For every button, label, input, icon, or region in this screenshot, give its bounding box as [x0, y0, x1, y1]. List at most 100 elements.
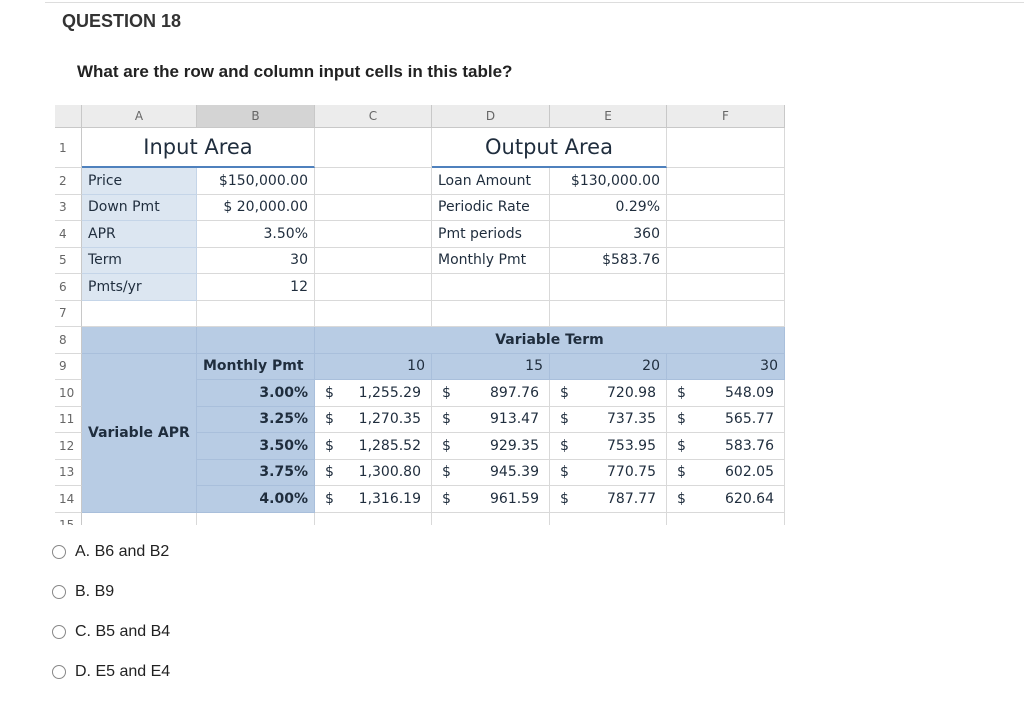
currency-symbol: $ — [560, 437, 569, 454]
cell — [315, 247, 432, 274]
currency-cell: $945.39 — [432, 459, 550, 486]
option-text[interactable]: A. B6 and B2 — [75, 543, 170, 560]
answer-option[interactable]: D. E5 and E4 — [52, 663, 170, 681]
currency-amount: 720.98 — [607, 384, 656, 401]
cell — [315, 194, 432, 221]
corner-header — [55, 105, 82, 128]
currency-cell: $620.64 — [667, 486, 785, 513]
currency-cell: $1,255.29 — [315, 380, 432, 407]
currency-symbol: $ — [325, 464, 334, 481]
currency-cell: $897.76 — [432, 380, 550, 407]
cell — [667, 221, 785, 248]
cell-text: Output Area — [432, 128, 667, 168]
currency-cell: $961.59 — [432, 486, 550, 513]
currency-cell: $787.77 — [550, 486, 667, 513]
currency-amount: 620.64 — [725, 490, 774, 507]
divider — [45, 2, 1024, 3]
currency-amount: 602.05 — [725, 464, 774, 481]
radio-button[interactable] — [52, 625, 66, 639]
cell-text: 3.00% — [197, 380, 315, 407]
column-header: E — [550, 105, 667, 128]
cell — [315, 300, 432, 327]
question-heading: QUESTION 18 — [62, 11, 182, 31]
column-header: A — [82, 105, 197, 128]
cell-text: Periodic Rate — [432, 194, 550, 221]
row-header: 1 — [55, 128, 82, 168]
currency-symbol: $ — [325, 384, 334, 401]
cell — [315, 168, 432, 195]
cell-text: 3.50% — [197, 221, 315, 248]
currency-cell: $1,316.19 — [315, 486, 432, 513]
currency-cell: $929.35 — [432, 433, 550, 460]
option-text[interactable]: C. B5 and B4 — [75, 623, 171, 640]
currency-cell: $1,300.80 — [315, 459, 432, 486]
row-header: 14 — [55, 486, 82, 513]
currency-symbol: $ — [442, 411, 451, 428]
currency-symbol: $ — [442, 490, 451, 507]
currency-cell: $565.77 — [667, 406, 785, 433]
cell-text: Variable Term — [315, 327, 785, 354]
radio-button[interactable] — [52, 545, 66, 559]
cell — [82, 300, 197, 327]
cell-text: Monthly Pmt — [197, 353, 315, 380]
cell — [197, 300, 315, 327]
cell-text: 15 — [432, 353, 550, 380]
currency-amount: 945.39 — [490, 464, 539, 481]
currency-symbol: $ — [325, 411, 334, 428]
row-header: 11 — [55, 406, 82, 433]
cell-text: Pmts/yr — [82, 274, 197, 301]
cell-text: APR — [82, 221, 197, 248]
cell — [550, 300, 667, 327]
radio-button[interactable] — [52, 665, 66, 679]
currency-cell: $583.76 — [667, 433, 785, 460]
row-header: 4 — [55, 221, 82, 248]
answer-option[interactable]: C. B5 and B4 — [52, 623, 170, 641]
cell — [82, 512, 197, 525]
option-text[interactable]: D. E5 and E4 — [75, 663, 171, 680]
cell — [667, 128, 785, 168]
cell — [667, 274, 785, 301]
currency-symbol: $ — [677, 411, 686, 428]
currency-symbol: $ — [677, 464, 686, 481]
cell-text: 30 — [197, 247, 315, 274]
cell-text: 3.50% — [197, 433, 315, 460]
column-header: D — [432, 105, 550, 128]
cell — [550, 274, 667, 301]
cell-text: Monthly Pmt — [432, 247, 550, 274]
currency-cell: $548.09 — [667, 380, 785, 407]
cell-text: Term — [82, 247, 197, 274]
currency-cell: $1,270.35 — [315, 406, 432, 433]
currency-amount: 565.77 — [725, 411, 774, 428]
currency-amount: 1,255.29 — [358, 384, 421, 401]
currency-symbol: $ — [560, 384, 569, 401]
cell-text: $ 20,000.00 — [197, 194, 315, 221]
cell-text: $150,000.00 — [197, 168, 315, 195]
cell — [667, 168, 785, 195]
cell — [315, 274, 432, 301]
radio-button[interactable] — [52, 585, 66, 599]
currency-symbol: $ — [325, 490, 334, 507]
cell — [432, 512, 550, 525]
currency-amount: 583.76 — [725, 437, 774, 454]
row-header: 5 — [55, 247, 82, 274]
cell-text: Pmt periods — [432, 221, 550, 248]
cell — [667, 300, 785, 327]
row-header: 10 — [55, 380, 82, 407]
currency-cell: $720.98 — [550, 380, 667, 407]
currency-cell: $753.95 — [550, 433, 667, 460]
answer-option[interactable]: A. B6 and B2 — [52, 543, 169, 561]
cell — [197, 327, 315, 354]
cell-text: 3.25% — [197, 406, 315, 433]
answer-option[interactable]: B. B9 — [52, 583, 114, 601]
cell — [197, 512, 315, 525]
cell-text: 0.29% — [550, 194, 667, 221]
option-text[interactable]: B. B9 — [75, 583, 115, 600]
cell — [667, 194, 785, 221]
currency-amount: 787.77 — [607, 490, 656, 507]
currency-symbol: $ — [442, 437, 451, 454]
currency-symbol: $ — [560, 411, 569, 428]
currency-symbol: $ — [560, 490, 569, 507]
cell-text: 4.00% — [197, 486, 315, 513]
row-header: 8 — [55, 327, 82, 354]
